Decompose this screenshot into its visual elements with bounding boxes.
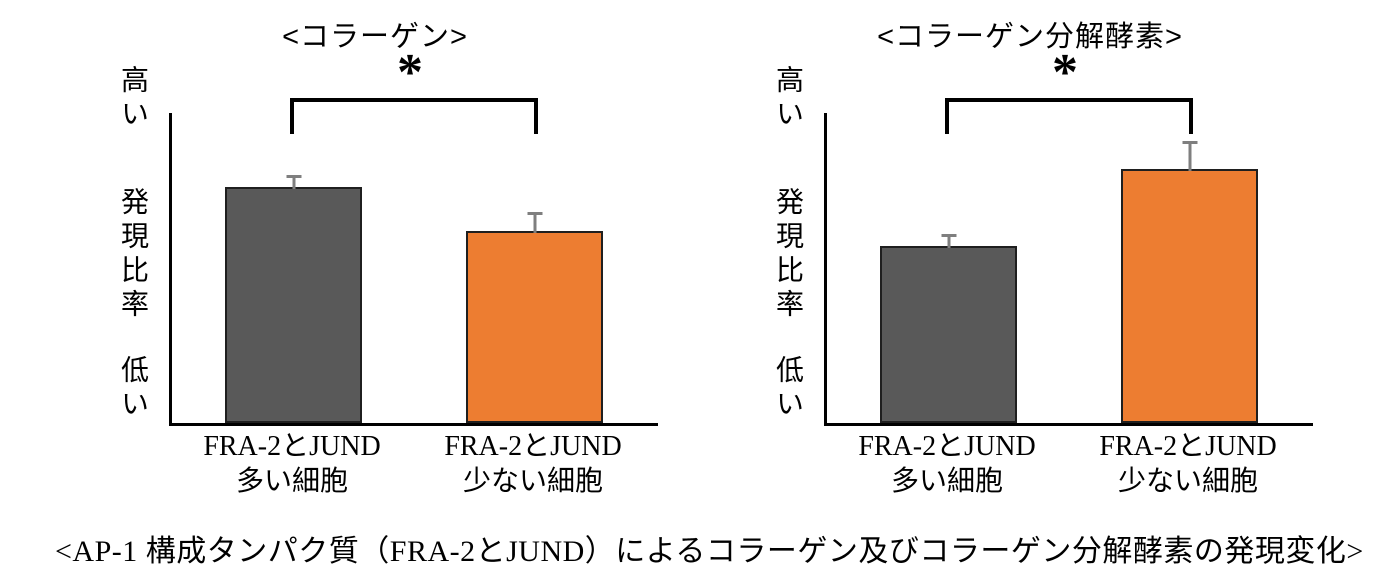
figure-caption: <AP-1 構成タンパク質（FRA-2とJUND）によるコラーゲン及びコラーゲン… (55, 535, 1364, 568)
y-axis-label-high: 高い (117, 65, 148, 133)
error-bar (1121, 140, 1258, 171)
error-bar-cap (1182, 140, 1197, 144)
error-bar-stem (1188, 140, 1191, 171)
x-axis-label-line2: 少ない細胞 (1117, 466, 1258, 497)
x-axis-label-low-cells: FRA-2とJUND 少ない細胞 (1066, 429, 1310, 499)
x-axis-label-line1: FRA-2とJUND (203, 431, 381, 462)
x-axis-label-high-cells: FRA-2とJUND 多い細胞 (825, 429, 1069, 499)
y-axis-title-expression-ratio: 発現比率 (772, 187, 803, 323)
x-axis-label-line2: 多い細胞 (235, 466, 348, 497)
x-axis-label-line1: FRA-2とJUND (858, 431, 1036, 462)
x-axis-label-line2: 多い細胞 (890, 466, 1003, 497)
error-bar-cap (941, 233, 956, 237)
chart-title: <コラーゲン分解酵素> (877, 21, 1183, 53)
error-bar-stem (533, 212, 536, 233)
error-bar-cap (286, 175, 301, 179)
x-axis-label-low-cells: FRA-2とJUND 少ない細胞 (411, 429, 655, 499)
y-axis-label-low: 低い (117, 355, 148, 423)
chart-collagen: <コラーゲン> 高い 発現比率 低い * FRA-2とJUND 多い細胞 FRA… (90, 5, 660, 510)
plot-area (169, 113, 658, 426)
bar-fra2-jund-high-cells (225, 187, 362, 423)
bar-fra2-jund-low-cells (1121, 168, 1258, 423)
significance-asterisk: * (1052, 44, 1078, 101)
x-axis-label-line1: FRA-2とJUND (444, 431, 622, 462)
error-bar-stem (947, 233, 950, 249)
significance-asterisk: * (397, 44, 423, 101)
plot-area (824, 113, 1313, 426)
error-bar (466, 212, 603, 233)
y-axis-title-expression-ratio: 発現比率 (117, 187, 148, 323)
significance-bracket (945, 98, 1193, 134)
significance-bracket (290, 98, 538, 134)
chart-collagenase: <コラーゲン分解酵素> 高い 発現比率 低い * FRA-2とJUND 多い細胞… (745, 5, 1315, 510)
x-axis-label-line1: FRA-2とJUND (1099, 431, 1277, 462)
error-bar-cap (527, 212, 542, 216)
bar-fra2-jund-low-cells (466, 230, 603, 423)
y-axis-label-low: 低い (772, 355, 803, 423)
y-axis-label-high: 高い (772, 65, 803, 133)
bar-fra2-jund-high-cells (880, 246, 1017, 423)
error-bar (225, 175, 362, 190)
error-bar-stem (292, 175, 295, 190)
chart-title: <コラーゲン> (282, 21, 468, 53)
x-axis-label-line2: 少ない細胞 (462, 466, 603, 497)
error-bar (880, 233, 1017, 249)
x-axis-label-high-cells: FRA-2とJUND 多い細胞 (170, 429, 414, 499)
